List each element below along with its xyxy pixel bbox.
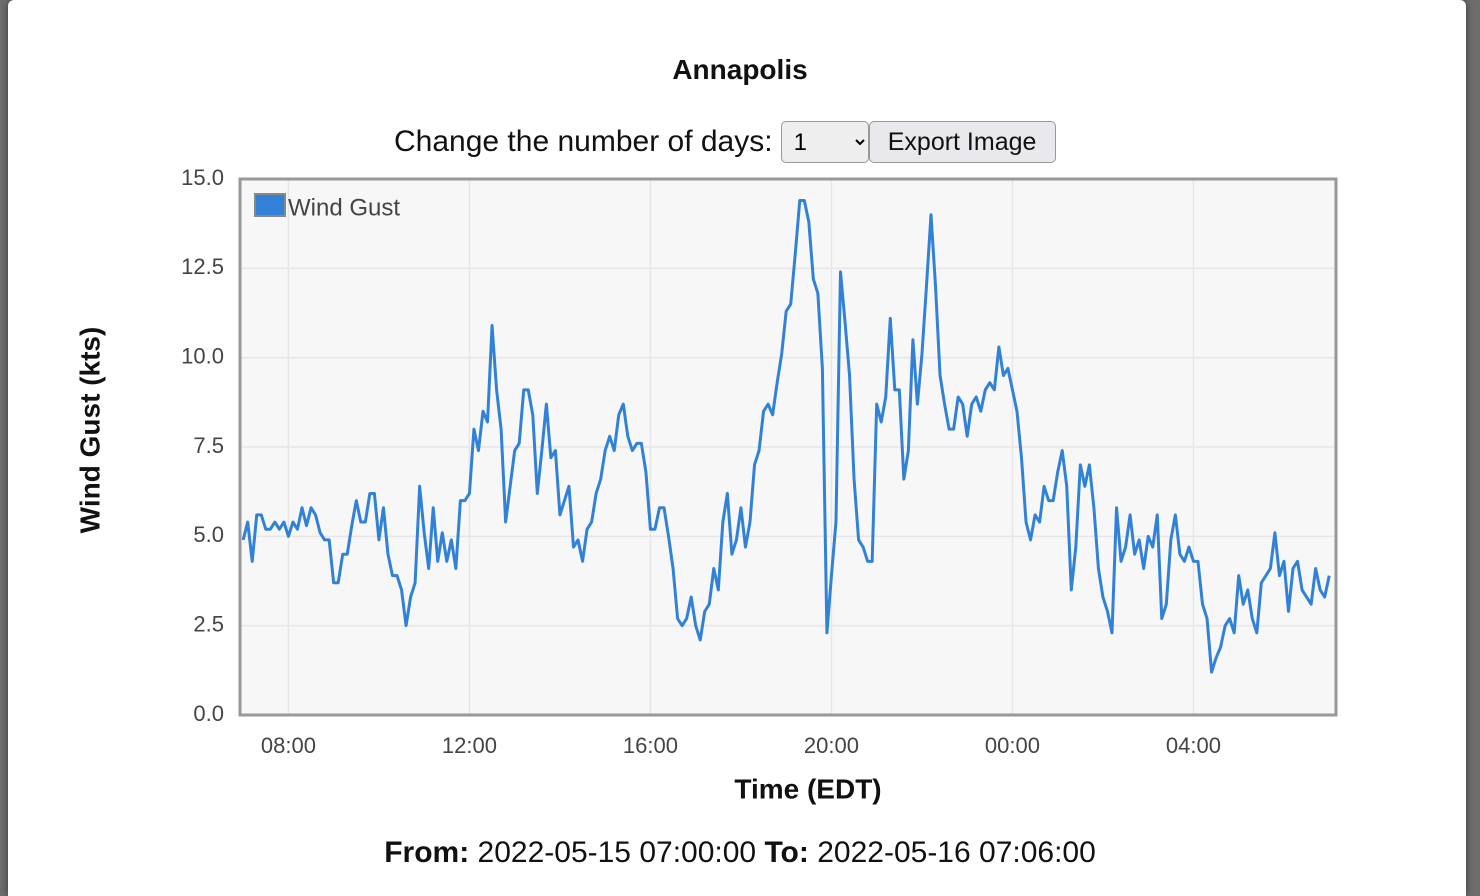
x-tick-label: 00:00 (985, 733, 1040, 758)
y-axis-label: Wind Gust (kts) (74, 327, 105, 534)
from-label: From: (384, 836, 470, 869)
controls: Change the number of days: 1 Export Imag… (394, 121, 1056, 163)
x-tick-label: 12:00 (442, 733, 497, 758)
days-select[interactable]: 1 (780, 121, 869, 163)
y-tick-label: 0.0 (193, 701, 224, 726)
y-tick-label: 5.0 (193, 522, 224, 547)
legend-label: Wind Gust (288, 194, 400, 221)
export-button[interactable]: Export Image (868, 121, 1056, 163)
to-label: To: (764, 836, 809, 869)
date-range: From: 2022-05-15 07:00:00 To: 2022-05-16… (0, 836, 1480, 870)
plot-border (238, 177, 1338, 717)
y-tick-label: 12.5 (181, 254, 224, 279)
x-tick-label: 16:00 (623, 733, 678, 758)
x-tick-label: 04:00 (1166, 733, 1221, 758)
x-tick-label: 20:00 (804, 733, 859, 758)
y-tick-label: 7.5 (193, 433, 224, 458)
y-tick-label: 15.0 (181, 165, 224, 190)
x-tick-label: 08:00 (261, 733, 316, 758)
line-series (241, 198, 1331, 674)
chart-title: Annapolis (672, 54, 808, 85)
legend-swatch (254, 193, 286, 217)
days-label: Change the number of days: (394, 125, 773, 158)
from-value: 2022-05-15 07:00:00 (477, 836, 757, 869)
to-value: 2022-05-16 07:06:00 (817, 836, 1096, 869)
y-tick-label: 2.5 (193, 611, 224, 636)
x-axis-label: Time (EDT) (734, 773, 881, 804)
y-tick-label: 10.0 (181, 343, 224, 368)
